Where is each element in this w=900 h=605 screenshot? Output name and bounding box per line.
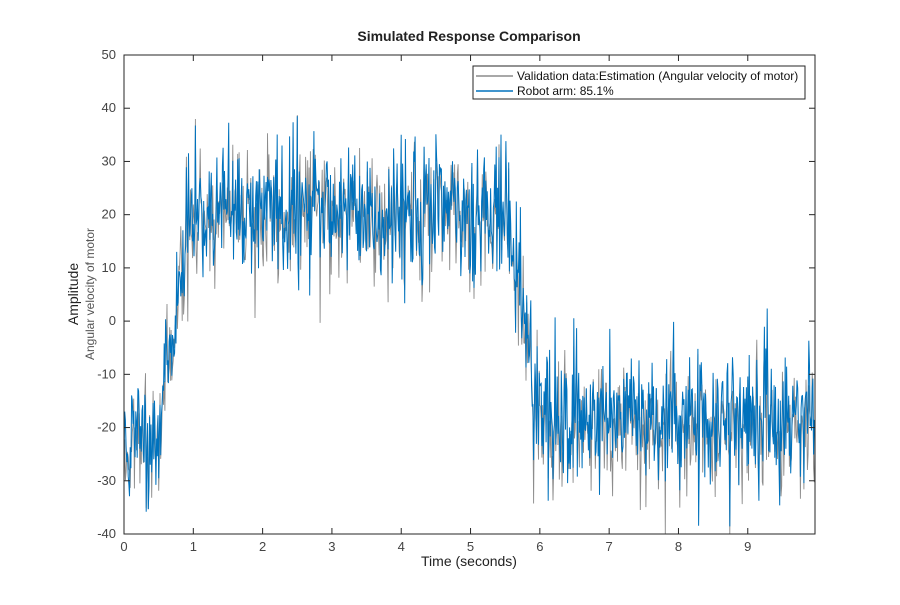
y-axis-sublabel: Angular velocity of motor: [83, 228, 97, 360]
x-tick-label: 2: [259, 539, 266, 554]
y-tick-label: -10: [97, 366, 116, 381]
series-layer: [123, 115, 816, 535]
x-tick-label: 9: [744, 539, 751, 554]
y-axis-label: Amplitude: [65, 263, 81, 325]
legend: Validation data:Estimation (Angular velo…: [472, 65, 806, 100]
chart-title: Simulated Response Comparison: [357, 28, 580, 44]
x-tick-label: 7: [606, 539, 613, 554]
x-tick-label: 6: [536, 539, 543, 554]
y-tick-label: 0: [109, 313, 116, 328]
x-tick-label: 3: [328, 539, 335, 554]
x-tick-label: 4: [398, 539, 405, 554]
y-tick-label: -40: [97, 526, 116, 541]
axes-box: [123, 54, 816, 535]
ticks: 0 1 2 3 4 5 6 7 8 9 -40 -30 -20 -10 0 10 20 30 40 50: [97, 47, 815, 554]
y-tick-label: -20: [97, 420, 116, 435]
y-tick-label: 10: [102, 260, 116, 275]
legend-box: [472, 65, 806, 100]
legend-label-model: Robot arm: 85.1%: [517, 84, 614, 98]
x-tick-label: 0: [120, 539, 127, 554]
y-tick-label: 40: [102, 100, 116, 115]
y-tick-label: 20: [102, 207, 116, 222]
plot-area: [124, 55, 815, 534]
x-axis-label: Time (seconds): [421, 553, 517, 569]
y-tick-label: 50: [102, 47, 116, 62]
x-tick-label: 8: [675, 539, 682, 554]
x-tick-label: 1: [190, 539, 197, 554]
series-line-model: [123, 116, 816, 527]
legend-label-validation: Validation data:Estimation (Angular velo…: [517, 69, 798, 83]
x-tick-label: 5: [467, 539, 474, 554]
y-tick-label: 30: [102, 153, 116, 168]
y-tick-label: -30: [97, 473, 116, 488]
